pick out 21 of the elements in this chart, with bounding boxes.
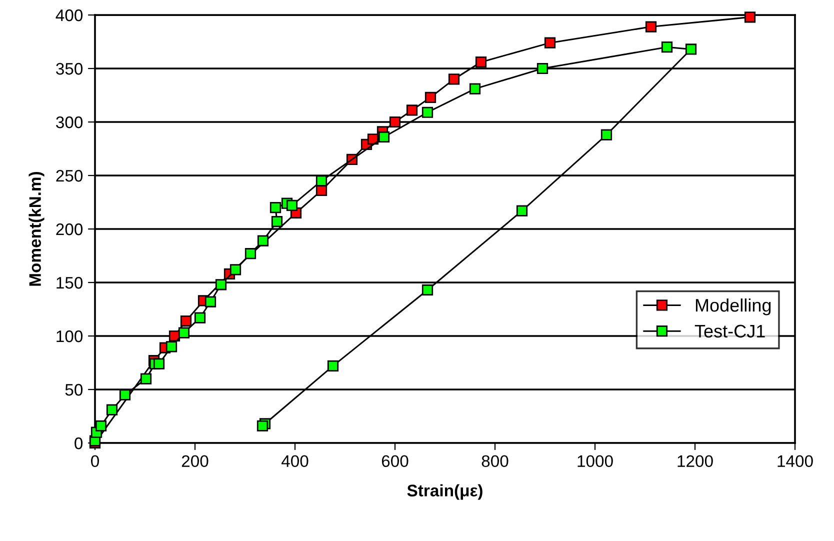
y-tick-label: 100 [56, 330, 83, 342]
x-tick-label: 200 [182, 455, 208, 468]
x-tick-label: 600 [382, 455, 408, 468]
x-tick-label: 400 [281, 455, 308, 468]
y-tick-label: 300 [56, 116, 83, 128]
y-tick-label: 200 [56, 223, 83, 236]
y-tick-label: 400 [56, 9, 83, 22]
x-axis-title: Strain(με) [407, 484, 482, 500]
legend-label: Modelling [696, 298, 771, 316]
x-tick-label: 0 [91, 455, 99, 468]
y-tick-label: 250 [56, 170, 83, 182]
x-tick-label: 800 [482, 455, 508, 468]
legend-label: Test-CJ1 [694, 324, 765, 338]
x-tick-label: 1200 [678, 455, 713, 468]
x-tick-label: 1400 [778, 455, 813, 468]
y-tick-label: 350 [56, 62, 83, 75]
y-axis-title: Moment(kN.m) [28, 172, 44, 286]
y-tick-label: 150 [56, 276, 83, 289]
x-tick-label: 1000 [578, 455, 613, 468]
y-tick-label: 0 [74, 437, 83, 450]
y-tick-label: 50 [65, 384, 83, 396]
